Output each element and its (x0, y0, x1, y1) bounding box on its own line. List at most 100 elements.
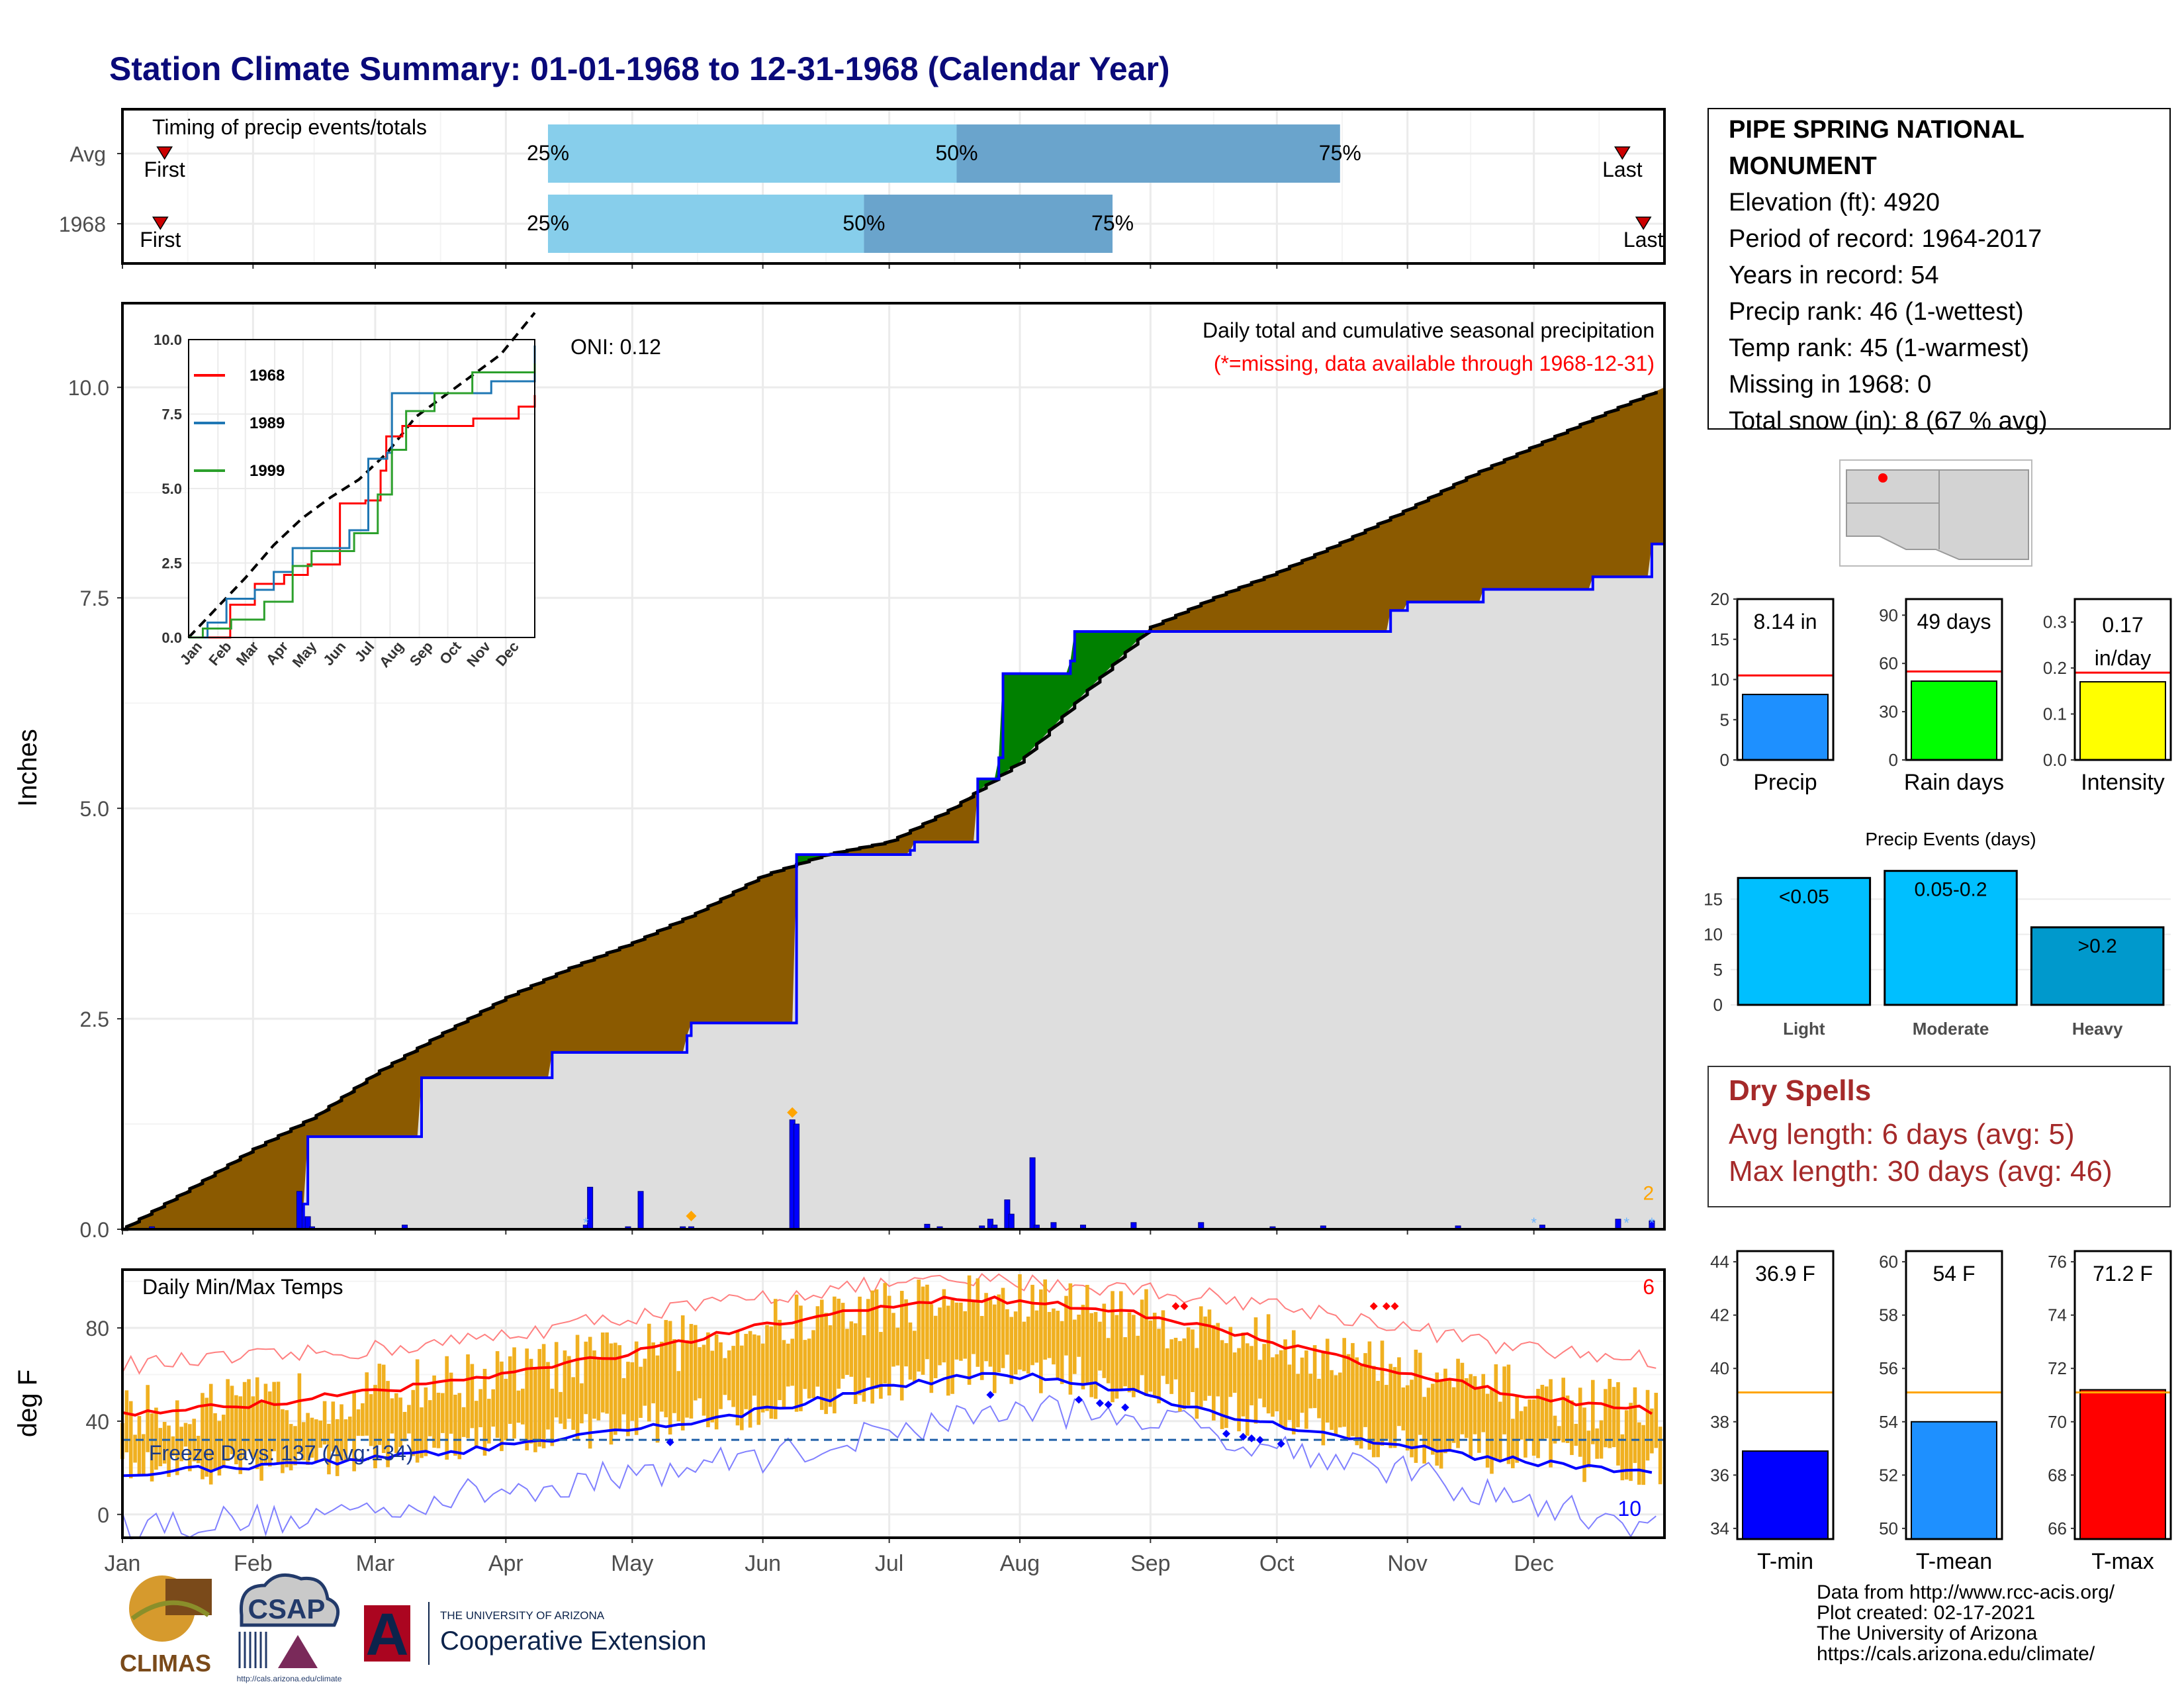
daily-temp-bar (942, 1289, 946, 1363)
daily-temp-bar (735, 1330, 740, 1426)
daily-temp-bar (1570, 1400, 1574, 1456)
ua-logo-block (364, 1605, 410, 1662)
stat-axis-label: Precip (1753, 770, 1817, 795)
daily-temp-bar (1330, 1370, 1334, 1430)
station-elevation: Elevation (ft): 4920 (1729, 189, 1940, 216)
month-label: Jan (105, 1551, 141, 1576)
event-range-label: <0.05 (1779, 886, 1829, 908)
daily-temp-bar (1169, 1339, 1173, 1394)
first-label: First (140, 228, 181, 252)
footer-line: https://cals.arizona.edu/climate/ (1817, 1643, 2095, 1665)
daily-temp-bar (529, 1358, 533, 1444)
daily-temp-bar (584, 1341, 588, 1415)
daily-temp-bar (1182, 1338, 1187, 1409)
daily-temp-bar (428, 1400, 432, 1436)
daily-temp-bar (461, 1407, 466, 1437)
daily-temp-bar (474, 1401, 478, 1447)
event-category-label: Light (1783, 1019, 1825, 1039)
daily-temp-bar (879, 1332, 883, 1399)
daily-temp-bar (1250, 1346, 1253, 1405)
daily-temp-bar (1616, 1382, 1620, 1466)
ua-logo-bottom-text: Cooperative Extension (440, 1626, 706, 1656)
event-bar (2030, 926, 2165, 1006)
daily-temp-bar (1102, 1303, 1107, 1378)
daily-temp-bar (478, 1389, 482, 1428)
daily-temp-bar (322, 1401, 327, 1445)
daily-temp-bar (740, 1345, 744, 1430)
tstat-bar (1742, 1450, 1829, 1540)
daily-precip-bar (1008, 1213, 1015, 1230)
precip-panel-subtitle: (*=missing, data available through 1968-… (1214, 352, 1655, 375)
daily-temp-bar (234, 1395, 238, 1465)
daily-temp-bar (1026, 1316, 1030, 1374)
stat-y-tick-label: 15 (1710, 630, 1729, 649)
daily-temp-bar (247, 1379, 251, 1451)
daily-temp-bar (1451, 1387, 1456, 1443)
climas-logo-mark (165, 1579, 212, 1615)
stat-y-tick-label: 90 (1879, 605, 1898, 625)
record-high-line (122, 1273, 1657, 1375)
daily-temp-bar (289, 1424, 293, 1471)
daily-temp-bar (1081, 1305, 1085, 1389)
month-label: Mar (356, 1551, 395, 1576)
month-label: Jun (745, 1551, 781, 1576)
daily-temp-bar (415, 1359, 420, 1463)
daily-temp-bar (1144, 1289, 1148, 1396)
daily-temp-bar (365, 1372, 369, 1436)
daily-temp-bar (1271, 1357, 1275, 1417)
daily-temp-bar (1633, 1387, 1637, 1464)
daily-temp-bar (150, 1413, 154, 1482)
station-precip-rank: Precip rank: 46 (1-wettest) (1729, 298, 2024, 326)
daily-temp-bar (1232, 1352, 1237, 1393)
climas-logo-swoosh (130, 1600, 210, 1620)
csap-logo-url: http://cals.arizona.edu/climate (237, 1674, 342, 1683)
daily-temp-bar (1506, 1364, 1511, 1464)
stat-y-tick-label: 0.0 (2043, 750, 2067, 770)
daily-temp-bar (381, 1364, 386, 1454)
record-high-marker (1171, 1302, 1180, 1311)
daily-temp-bar (205, 1397, 209, 1477)
daily-temp-bar (1068, 1283, 1073, 1395)
record-low-marker (1239, 1432, 1248, 1441)
stat-y-tick-label: 5 (1720, 710, 1729, 729)
timing-frame (121, 108, 1666, 265)
inset-y-tick-label: 2.5 (161, 555, 182, 572)
daily-temp-bar (1658, 1427, 1662, 1485)
tstat-y-tick-label: 70 (2048, 1412, 2067, 1432)
daily-temp-bar (778, 1319, 782, 1401)
daily-temp-bar (1013, 1311, 1018, 1375)
daily-temp-bar (1351, 1342, 1355, 1436)
inset-series-line (189, 363, 536, 639)
tstat-value-label: 54 F (1933, 1262, 1975, 1286)
daily-temp-bar (1047, 1311, 1052, 1358)
daily-temp-bar (441, 1393, 445, 1433)
stat-y-tick-label: 30 (1879, 702, 1898, 722)
daily-temp-bar (390, 1398, 394, 1434)
record-high-marker (1180, 1302, 1189, 1311)
daily-temp-bar (1237, 1348, 1241, 1432)
daily-temp-bar (693, 1325, 698, 1401)
record-low-marker (1121, 1403, 1130, 1412)
timing-label-75: 75% (1091, 211, 1134, 235)
daily-temp-bar (251, 1396, 255, 1458)
record-low-marker (1255, 1436, 1264, 1444)
daily-temp-bar (1093, 1312, 1098, 1399)
timing-bar-q3 (956, 124, 1340, 183)
csap-logo-cloud (239, 1573, 340, 1627)
daily-temp-bar (508, 1356, 512, 1424)
daily-temp-bar (1359, 1366, 1363, 1449)
daily-temp-bar (1111, 1291, 1115, 1403)
daily-temp-bar (1317, 1378, 1321, 1419)
daily-temp-bar (154, 1407, 158, 1470)
tstat-y-tick-label: 60 (1879, 1252, 1898, 1272)
stat-y-tick-label: 0.2 (2043, 658, 2067, 678)
daily-temp-bar (1178, 1340, 1182, 1412)
daily-temp-bar (1334, 1375, 1338, 1436)
daily-temp-bar (723, 1358, 727, 1395)
daily-temp-bar (917, 1280, 921, 1372)
daily-temp-bar (988, 1299, 993, 1367)
daily-temp-bar (407, 1405, 411, 1434)
daily-temp-bar (516, 1390, 521, 1423)
daily-temp-bar (281, 1409, 285, 1474)
daily-temp-bar (929, 1304, 934, 1393)
